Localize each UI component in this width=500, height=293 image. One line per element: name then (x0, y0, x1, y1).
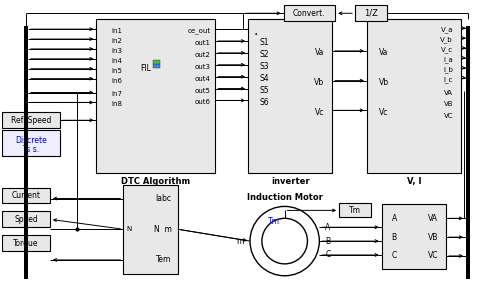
Text: S5: S5 (260, 86, 270, 95)
Text: Vc: Vc (379, 108, 388, 117)
Text: S6: S6 (260, 98, 270, 107)
Text: in3: in3 (112, 48, 122, 54)
Text: S2: S2 (260, 50, 270, 59)
Text: S1: S1 (260, 38, 270, 47)
Text: I_c: I_c (444, 76, 453, 83)
Text: C: C (326, 251, 330, 260)
Text: out6: out6 (194, 99, 210, 105)
Text: I_b: I_b (443, 66, 453, 73)
Text: VB: VB (444, 101, 453, 108)
Bar (339, 203, 371, 217)
Bar (355, 5, 386, 21)
Text: Current: Current (12, 191, 40, 200)
Text: DTC Algorithm: DTC Algorithm (122, 177, 190, 186)
Text: out4: out4 (194, 76, 210, 82)
Bar (367, 19, 461, 173)
Bar (284, 5, 335, 21)
Text: in4: in4 (112, 58, 122, 64)
Text: V_b: V_b (440, 37, 453, 43)
Text: .: . (254, 24, 258, 38)
Text: VC: VC (428, 251, 438, 260)
Text: B: B (392, 233, 397, 242)
Bar (153, 60, 160, 64)
Bar (2, 211, 50, 227)
Text: in7: in7 (112, 91, 122, 98)
Text: Vc: Vc (315, 108, 324, 117)
Text: A: A (326, 223, 330, 232)
Text: in6: in6 (112, 78, 122, 84)
Bar (24, 26, 28, 279)
Bar (153, 64, 160, 68)
Text: out5: out5 (194, 88, 210, 93)
Text: in5: in5 (112, 68, 122, 74)
Text: C: C (392, 251, 397, 260)
Text: S3: S3 (260, 62, 270, 71)
Text: Ts s.: Ts s. (23, 145, 39, 154)
Text: out1: out1 (194, 40, 210, 46)
Text: VB: VB (428, 233, 438, 242)
Text: V_c: V_c (441, 47, 453, 53)
Bar (2, 130, 60, 156)
Text: Vb: Vb (314, 78, 324, 87)
Text: in8: in8 (112, 101, 122, 108)
Text: Va: Va (379, 48, 388, 57)
Text: S4: S4 (260, 74, 270, 83)
Bar (466, 26, 470, 279)
Bar (382, 205, 446, 269)
Text: VA: VA (444, 90, 453, 96)
Text: V, I: V, I (406, 177, 421, 186)
Text: Tm: Tm (268, 217, 280, 226)
Text: 1/Z: 1/Z (364, 9, 378, 18)
Bar (96, 19, 216, 173)
Text: Va: Va (315, 48, 324, 57)
Text: Ref. Speed: Ref. Speed (11, 116, 51, 125)
Text: Convert.: Convert. (293, 9, 326, 18)
Text: in1: in1 (112, 28, 122, 34)
Text: A: A (392, 214, 397, 223)
Text: Tm: Tm (349, 206, 361, 215)
Text: inverter: inverter (271, 177, 310, 186)
Text: out3: out3 (194, 64, 210, 70)
Text: in2: in2 (112, 38, 122, 44)
Bar (2, 235, 50, 251)
Text: B: B (326, 236, 330, 246)
Text: VC: VC (444, 113, 453, 119)
Text: N: N (126, 226, 132, 232)
Bar (123, 185, 178, 274)
Text: Speed: Speed (14, 215, 38, 224)
Text: VA: VA (428, 214, 438, 223)
Bar (2, 188, 50, 203)
Text: V_a: V_a (440, 27, 453, 33)
Text: Tem: Tem (156, 255, 172, 264)
Text: Vb: Vb (379, 78, 389, 87)
Bar (2, 112, 60, 128)
Bar (248, 19, 332, 173)
Text: out2: out2 (194, 52, 210, 58)
Text: ce_out: ce_out (188, 28, 210, 35)
Text: Induction Motor: Induction Motor (246, 193, 322, 202)
Text: m: m (236, 236, 244, 246)
Text: Torque: Torque (14, 239, 39, 248)
Text: I_a: I_a (444, 57, 453, 63)
Text: Discrete: Discrete (15, 136, 47, 144)
Text: N  m: N m (154, 225, 172, 234)
Text: Iabc: Iabc (156, 194, 172, 203)
Text: FIL: FIL (140, 64, 151, 73)
